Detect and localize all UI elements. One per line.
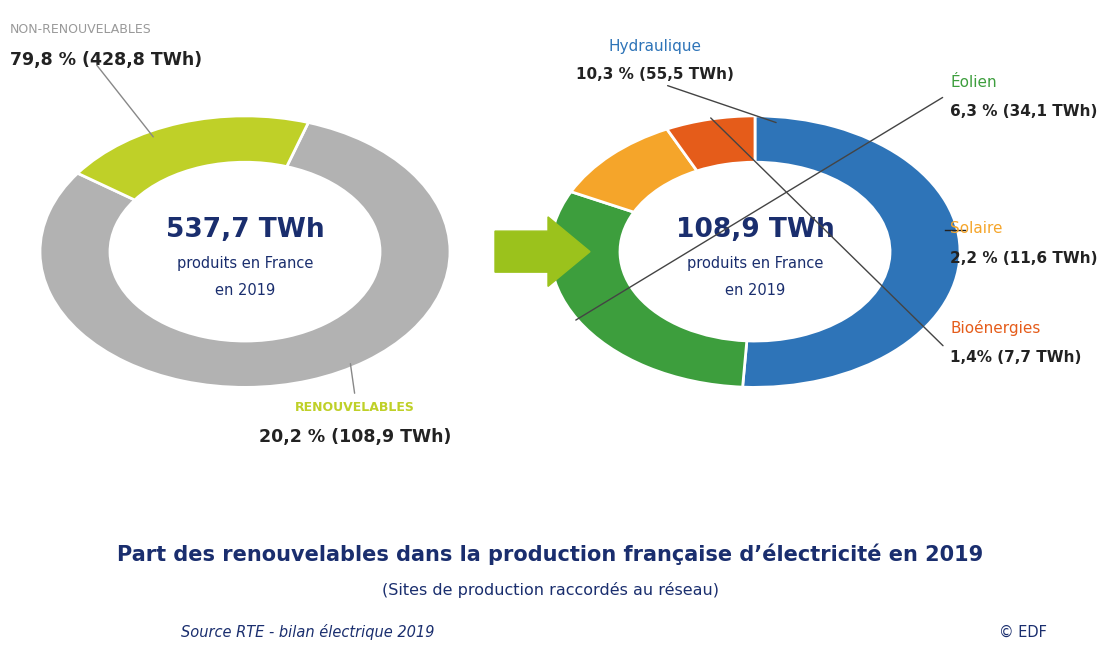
Wedge shape — [78, 116, 308, 200]
Text: © EDF: © EDF — [999, 625, 1047, 640]
Text: 10,3 % (55,5 TWh): 10,3 % (55,5 TWh) — [576, 67, 734, 82]
Text: RENOUVELABLES: RENOUVELABLES — [295, 401, 415, 414]
Text: NON-RENOUVELABLES: NON-RENOUVELABLES — [10, 23, 152, 36]
Text: en 2019: en 2019 — [214, 283, 275, 298]
Text: 20,2 % (108,9 TWh): 20,2 % (108,9 TWh) — [258, 428, 451, 446]
Wedge shape — [667, 116, 755, 171]
Wedge shape — [40, 123, 450, 387]
Text: Éolien: Éolien — [950, 75, 997, 90]
Wedge shape — [571, 129, 697, 212]
Text: Bioénergies: Bioénergies — [950, 320, 1041, 336]
Text: 6,3 % (34,1 TWh): 6,3 % (34,1 TWh) — [950, 104, 1098, 119]
Wedge shape — [550, 192, 747, 387]
Text: 79,8 % (428,8 TWh): 79,8 % (428,8 TWh) — [10, 51, 202, 69]
Text: produits en France: produits en France — [177, 256, 314, 271]
Text: Part des renouvelables dans la production française d’électricité en 2019: Part des renouvelables dans la productio… — [117, 543, 983, 565]
Text: 537,7 TWh: 537,7 TWh — [166, 218, 324, 244]
Text: 2,2 % (11,6 TWh): 2,2 % (11,6 TWh) — [950, 251, 1098, 266]
Wedge shape — [742, 116, 960, 387]
Text: Hydraulique: Hydraulique — [608, 39, 702, 54]
Text: en 2019: en 2019 — [725, 283, 785, 298]
Text: 1,4% (7,7 TWh): 1,4% (7,7 TWh) — [950, 350, 1081, 365]
Text: produits en France: produits en France — [686, 256, 823, 271]
FancyArrow shape — [495, 217, 590, 287]
Text: Source RTE - bilan électrique 2019: Source RTE - bilan électrique 2019 — [182, 624, 434, 640]
Text: 108,9 TWh: 108,9 TWh — [675, 218, 835, 244]
Text: (Sites de production raccordés au réseau): (Sites de production raccordés au réseau… — [382, 582, 718, 598]
Text: Solaire: Solaire — [950, 221, 1002, 236]
